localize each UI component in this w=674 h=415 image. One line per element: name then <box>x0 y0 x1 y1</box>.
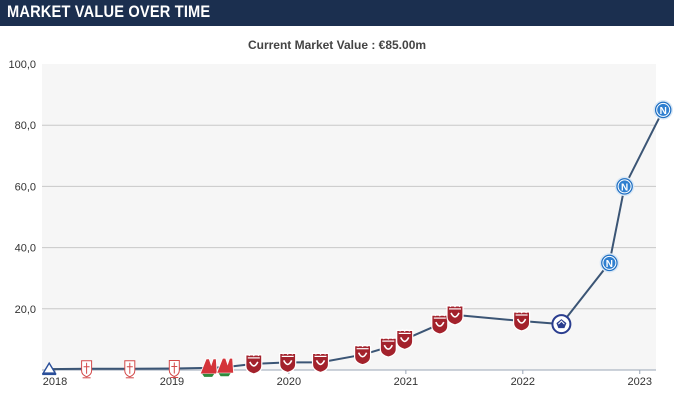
red-crest-outline-icon[interactable] <box>81 360 93 379</box>
x-tick: 2021 <box>394 370 418 388</box>
section-title: MARKET VALUE OVER TIME <box>7 2 211 21</box>
svg-text:N: N <box>606 259 613 270</box>
y-tick-label: 40,0 <box>15 243 36 255</box>
svg-text:N: N <box>621 182 628 193</box>
napoli-crest-icon[interactable]: N <box>653 100 673 120</box>
x-tick-label: 2018 <box>43 376 67 388</box>
svg-text:N: N <box>660 106 667 117</box>
x-tick-label: 2021 <box>394 376 418 388</box>
dinamo-crest-icon[interactable] <box>41 361 57 376</box>
y-tick: 80,0 <box>15 120 36 132</box>
rubin-crest-icon[interactable] <box>396 328 414 351</box>
y-tick-label: 100,0 <box>8 59 36 71</box>
y-tick: 60,0 <box>15 181 36 193</box>
x-tick: 2022 <box>511 370 535 388</box>
rubin-crest-icon[interactable] <box>379 336 397 358</box>
napoli-crest-icon[interactable]: N <box>614 176 635 197</box>
x-tick-label: 2022 <box>511 376 535 388</box>
red-crest-outline-icon[interactable] <box>168 360 180 378</box>
y-tick: 40,0 <box>15 243 36 255</box>
y-tick-label: 80,0 <box>15 120 36 132</box>
rubin-crest-icon[interactable] <box>279 351 297 374</box>
rubin-crest-icon[interactable] <box>431 313 449 335</box>
rubin-crest-icon[interactable] <box>446 304 464 326</box>
rubin-crest-icon[interactable] <box>354 344 372 366</box>
napoli-crest-icon[interactable]: N <box>599 253 620 273</box>
series-markers: N N N <box>41 100 673 379</box>
dinamo-batumi-crest-icon[interactable] <box>551 314 572 335</box>
x-tick-label: 2019 <box>160 376 184 388</box>
rubin-crest-icon[interactable] <box>245 353 263 375</box>
rubin-crest-icon[interactable] <box>512 310 531 332</box>
y-tick-label: 60,0 <box>15 181 36 193</box>
chart-subtitle: Current Market Value : €85.00m <box>247 38 427 52</box>
x-tick: 2020 <box>277 370 301 388</box>
y-tick: 20,0 <box>15 304 36 316</box>
red-crest-outline-icon[interactable] <box>124 360 136 379</box>
grid-lines <box>42 124 656 310</box>
rubin-crest-icon[interactable] <box>311 351 330 374</box>
x-tick: 2023 <box>628 370 652 388</box>
y-tick-label: 20,0 <box>15 304 36 316</box>
section-header: MARKET VALUE OVER TIME <box>0 0 674 26</box>
y-tick: 100,0 <box>8 59 36 71</box>
x-tick-label: 2020 <box>277 376 301 388</box>
lokomotiv-crest-icon[interactable] <box>216 357 235 377</box>
x-tick-label: 2023 <box>628 376 652 388</box>
axes: 20,0 40,0 60,0 80,0 100,0 2018 2019 2020 2021 202… <box>8 59 656 388</box>
